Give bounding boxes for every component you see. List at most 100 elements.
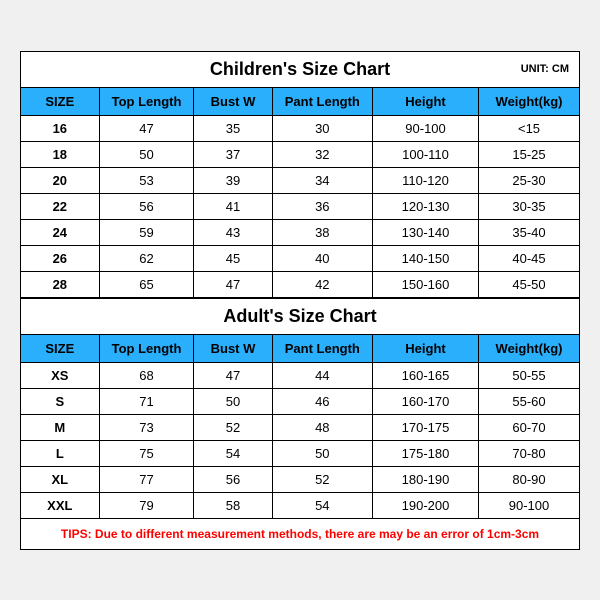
table-row: L755450175-18070-80 xyxy=(21,440,579,466)
table-cell: 120-130 xyxy=(373,193,479,219)
table-cell: 59 xyxy=(99,219,194,245)
table-cell: 79 xyxy=(99,492,194,518)
table-cell: 44 xyxy=(272,362,372,388)
table-cell: 160-165 xyxy=(373,362,479,388)
table-cell: 30 xyxy=(272,115,372,141)
adult-title-row: Adult's Size Chart xyxy=(21,299,579,335)
table-row: 20533934110-12025-30 xyxy=(21,167,579,193)
children-header-row: SIZETop LengthBust WPant LengthHeightWei… xyxy=(21,88,579,116)
table-cell: 45 xyxy=(194,245,272,271)
table-cell: L xyxy=(21,440,99,466)
table-cell: 26 xyxy=(21,245,99,271)
table-cell: 36 xyxy=(272,193,372,219)
table-cell: 150-160 xyxy=(373,271,479,297)
header-cell: Height xyxy=(373,88,479,116)
table-cell: 56 xyxy=(99,193,194,219)
table-cell: 39 xyxy=(194,167,272,193)
adult-body: XS684744160-16550-55S715046160-17055-60M… xyxy=(21,362,579,518)
header-cell: Top Length xyxy=(99,88,194,116)
table-cell: 180-190 xyxy=(373,466,479,492)
table-cell: 40 xyxy=(272,245,372,271)
header-cell: Pant Length xyxy=(272,335,372,363)
table-cell: 46 xyxy=(272,388,372,414)
header-cell: Weight(kg) xyxy=(479,335,579,363)
children-title-row: Children's Size Chart UNIT: CM xyxy=(21,52,579,88)
header-cell: SIZE xyxy=(21,88,99,116)
table-cell: 20 xyxy=(21,167,99,193)
table-cell: 90-100 xyxy=(373,115,479,141)
header-cell: Pant Length xyxy=(272,88,372,116)
table-cell: 48 xyxy=(272,414,372,440)
table-row: 18503732100-11015-25 xyxy=(21,141,579,167)
table-cell: 130-140 xyxy=(373,219,479,245)
table-cell: 40-45 xyxy=(479,245,579,271)
table-cell: 62 xyxy=(99,245,194,271)
children-title: Children's Size Chart xyxy=(210,59,390,79)
header-cell: SIZE xyxy=(21,335,99,363)
table-cell: 47 xyxy=(194,271,272,297)
table-cell: 190-200 xyxy=(373,492,479,518)
table-cell: 58 xyxy=(194,492,272,518)
table-row: 28654742150-16045-50 xyxy=(21,271,579,297)
table-cell: 25-30 xyxy=(479,167,579,193)
table-cell: 50 xyxy=(272,440,372,466)
table-cell: 35-40 xyxy=(479,219,579,245)
adult-header-row: SIZETop LengthBust WPant LengthHeightWei… xyxy=(21,335,579,363)
table-cell: 35 xyxy=(194,115,272,141)
header-cell: Bust W xyxy=(194,88,272,116)
table-cell: 175-180 xyxy=(373,440,479,466)
table-cell: 43 xyxy=(194,219,272,245)
children-table: SIZETop LengthBust WPant LengthHeightWei… xyxy=(21,88,579,297)
adult-table: SIZETop LengthBust WPant LengthHeightWei… xyxy=(21,335,579,518)
tips-text: TIPS: Due to different measurement metho… xyxy=(61,527,539,541)
header-cell: Bust W xyxy=(194,335,272,363)
table-cell: 42 xyxy=(272,271,372,297)
table-cell: 90-100 xyxy=(479,492,579,518)
table-cell: 54 xyxy=(194,440,272,466)
table-cell: 71 xyxy=(99,388,194,414)
table-cell: 53 xyxy=(99,167,194,193)
table-cell: 24 xyxy=(21,219,99,245)
adult-title: Adult's Size Chart xyxy=(223,306,376,326)
table-cell: 77 xyxy=(99,466,194,492)
header-cell: Height xyxy=(373,335,479,363)
unit-label: UNIT: CM xyxy=(521,63,569,75)
table-cell: 38 xyxy=(272,219,372,245)
table-row: XXL795854190-20090-100 xyxy=(21,492,579,518)
table-cell: 110-120 xyxy=(373,167,479,193)
table-cell: 75 xyxy=(99,440,194,466)
table-cell: 140-150 xyxy=(373,245,479,271)
table-cell: 37 xyxy=(194,141,272,167)
tips-note: TIPS: Due to different measurement metho… xyxy=(20,519,580,550)
table-cell: 47 xyxy=(194,362,272,388)
table-cell: 60-70 xyxy=(479,414,579,440)
table-cell: 28 xyxy=(21,271,99,297)
header-cell: Top Length xyxy=(99,335,194,363)
table-cell: XL xyxy=(21,466,99,492)
table-cell: 45-50 xyxy=(479,271,579,297)
adult-size-chart: Adult's Size Chart SIZETop LengthBust WP… xyxy=(21,297,579,518)
table-cell: 80-90 xyxy=(479,466,579,492)
table-cell: 54 xyxy=(272,492,372,518)
table-row: 22564136120-13030-35 xyxy=(21,193,579,219)
table-cell: 170-175 xyxy=(373,414,479,440)
table-cell: 50 xyxy=(194,388,272,414)
table-cell: 15-25 xyxy=(479,141,579,167)
table-cell: 30-35 xyxy=(479,193,579,219)
table-cell: 56 xyxy=(194,466,272,492)
table-cell: 68 xyxy=(99,362,194,388)
table-row: 1647353090-100<15 xyxy=(21,115,579,141)
table-cell: 73 xyxy=(99,414,194,440)
table-cell: 160-170 xyxy=(373,388,479,414)
table-cell: S xyxy=(21,388,99,414)
header-cell: Weight(kg) xyxy=(479,88,579,116)
table-cell: 18 xyxy=(21,141,99,167)
table-cell: <15 xyxy=(479,115,579,141)
table-cell: 70-80 xyxy=(479,440,579,466)
table-cell: 50 xyxy=(99,141,194,167)
table-cell: 52 xyxy=(272,466,372,492)
children-size-chart: Children's Size Chart UNIT: CM SIZETop L… xyxy=(20,51,580,519)
table-cell: XS xyxy=(21,362,99,388)
table-cell: M xyxy=(21,414,99,440)
table-cell: 41 xyxy=(194,193,272,219)
